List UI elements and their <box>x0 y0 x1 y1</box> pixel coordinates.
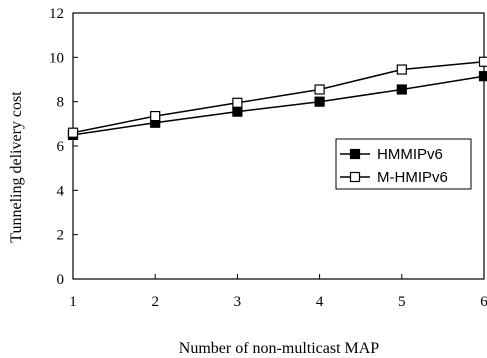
legend-label: HMMIPv6 <box>377 146 443 163</box>
y-tick-label: 6 <box>57 139 65 155</box>
x-tick-label: 6 <box>480 294 487 310</box>
data-point-M-HMIPv6 <box>315 85 324 94</box>
data-point-HMMIPv6 <box>233 107 242 116</box>
series-line-HMMIPv6 <box>73 76 484 135</box>
legend-label: M-HMIPv6 <box>377 169 448 186</box>
x-axis-label: Number of non-multicast MAP <box>179 340 380 357</box>
x-tick-label: 2 <box>151 294 159 310</box>
y-tick-label: 10 <box>49 50 64 66</box>
y-tick-label: 4 <box>57 183 65 199</box>
legend-marker <box>351 150 360 159</box>
y-axis-label: Tunneling delivery cost <box>8 91 25 243</box>
x-tick-label: 3 <box>234 294 242 310</box>
data-point-M-HMIPv6 <box>151 112 160 121</box>
data-point-HMMIPv6 <box>480 72 487 81</box>
series-line-M-HMIPv6 <box>73 62 484 133</box>
data-point-M-HMIPv6 <box>233 98 242 107</box>
y-tick-label: 12 <box>49 6 64 22</box>
legend-marker <box>351 173 360 182</box>
x-tick-label: 4 <box>316 294 324 310</box>
data-point-M-HMIPv6 <box>397 65 406 74</box>
data-point-HMMIPv6 <box>397 85 406 94</box>
y-tick-label: 0 <box>57 272 65 288</box>
data-point-HMMIPv6 <box>315 97 324 106</box>
y-tick-label: 2 <box>57 228 65 244</box>
y-tick-label: 8 <box>57 95 65 111</box>
data-point-M-HMIPv6 <box>480 57 487 66</box>
x-tick-label: 1 <box>69 294 77 310</box>
x-tick-label: 5 <box>398 294 406 310</box>
data-point-M-HMIPv6 <box>69 128 78 137</box>
